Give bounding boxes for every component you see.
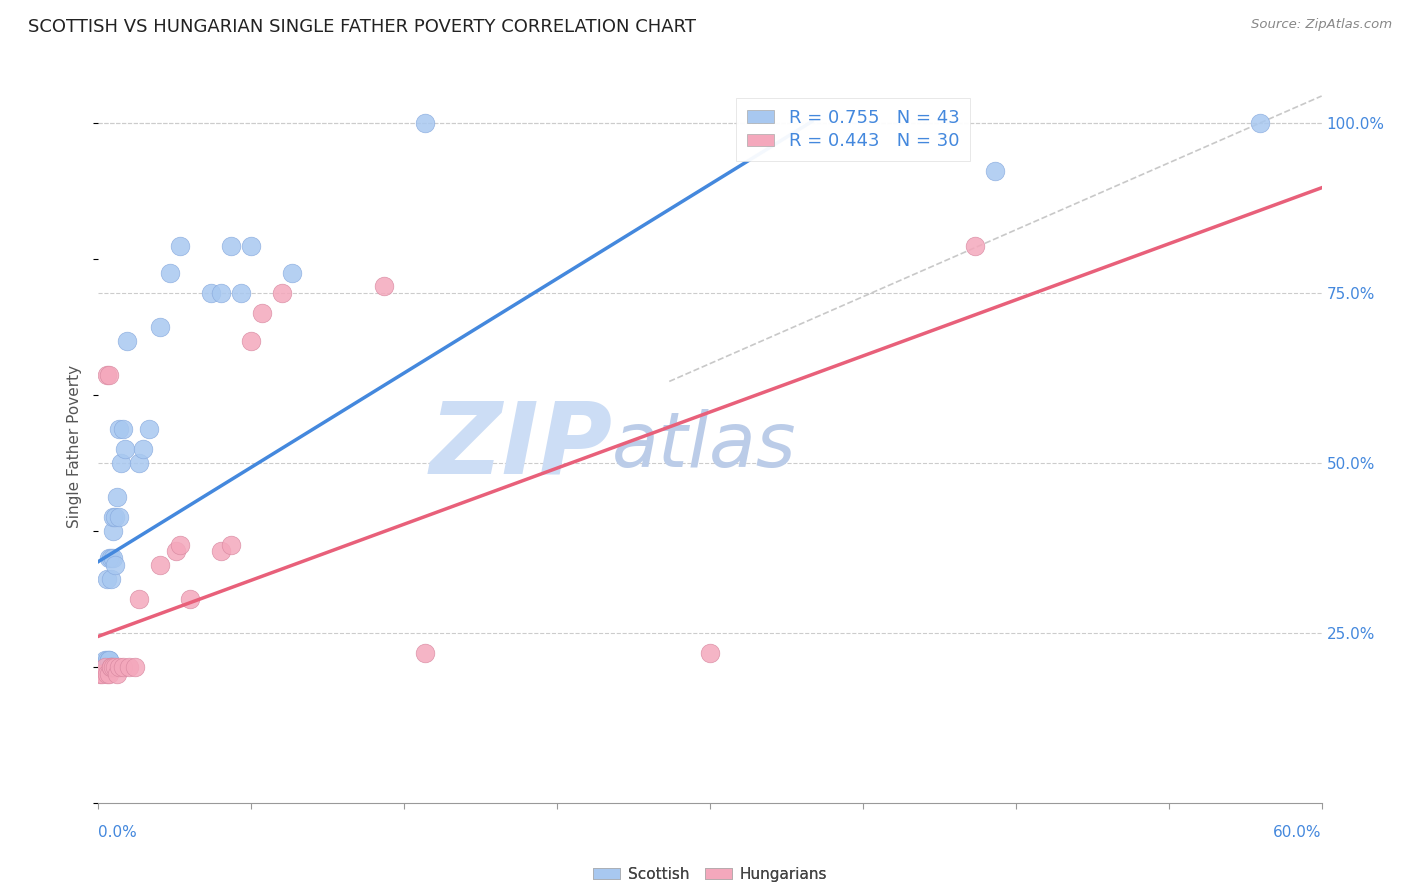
Point <box>96 660 118 674</box>
Point <box>91 660 114 674</box>
Point <box>149 558 172 572</box>
Point <box>1249 116 1271 130</box>
Point <box>240 238 263 252</box>
Point <box>93 660 115 674</box>
Point <box>118 660 141 674</box>
Point <box>97 653 120 667</box>
Point <box>97 660 120 674</box>
Point <box>91 660 114 674</box>
Point <box>96 572 118 586</box>
Point <box>89 666 111 681</box>
Point <box>91 666 114 681</box>
Point <box>114 442 136 457</box>
Point <box>100 572 122 586</box>
Text: ZIP: ZIP <box>429 398 612 494</box>
Point <box>111 422 134 436</box>
Point <box>100 660 122 674</box>
Point <box>209 544 232 558</box>
Text: SCOTTISH VS HUNGARIAN SINGLE FATHER POVERTY CORRELATION CHART: SCOTTISH VS HUNGARIAN SINGLE FATHER POVE… <box>28 18 696 36</box>
Point <box>108 422 131 436</box>
Point <box>96 368 118 382</box>
Point <box>169 238 191 252</box>
Point <box>97 653 120 667</box>
Point <box>413 116 436 130</box>
Point <box>100 551 122 566</box>
Text: Source: ZipAtlas.com: Source: ZipAtlas.com <box>1251 18 1392 31</box>
Point <box>413 646 436 660</box>
Point <box>281 266 304 280</box>
Point <box>128 591 150 606</box>
Point <box>169 537 191 551</box>
Point <box>100 660 122 674</box>
Point <box>104 510 127 524</box>
Point <box>105 490 128 504</box>
Text: 0.0%: 0.0% <box>98 825 138 840</box>
Point <box>699 646 721 660</box>
Point <box>165 544 187 558</box>
Point <box>104 660 127 674</box>
Point <box>101 524 124 538</box>
Point <box>219 238 242 252</box>
Point <box>110 456 132 470</box>
Point <box>200 286 222 301</box>
Point <box>93 660 115 674</box>
Text: 60.0%: 60.0% <box>1274 825 1322 840</box>
Point <box>124 660 146 674</box>
Y-axis label: Single Father Poverty: Single Father Poverty <box>67 365 83 527</box>
Point <box>93 653 115 667</box>
Point <box>138 422 160 436</box>
Point <box>219 537 242 551</box>
Point <box>101 660 124 674</box>
Point <box>115 334 138 348</box>
Point <box>984 163 1007 178</box>
Point <box>97 666 120 681</box>
Point <box>101 551 124 566</box>
Point <box>100 660 122 674</box>
Point <box>108 510 131 524</box>
Point <box>231 286 253 301</box>
Point <box>97 551 120 566</box>
Point <box>373 279 395 293</box>
Point <box>270 286 294 301</box>
Point <box>128 456 150 470</box>
Point <box>105 666 128 681</box>
Point <box>179 591 201 606</box>
Point <box>159 266 181 280</box>
Point <box>111 660 134 674</box>
Point <box>96 666 118 681</box>
Point <box>240 334 263 348</box>
Text: atlas: atlas <box>612 409 797 483</box>
Point <box>93 660 115 674</box>
Point <box>97 368 120 382</box>
Point <box>149 320 172 334</box>
Point <box>96 653 118 667</box>
Point <box>965 238 987 252</box>
Point <box>209 286 232 301</box>
Legend: Scottish, Hungarians: Scottish, Hungarians <box>586 861 834 888</box>
Point <box>101 510 124 524</box>
Point <box>104 558 127 572</box>
Point <box>89 660 111 674</box>
Point <box>250 306 273 320</box>
Point <box>132 442 155 457</box>
Point <box>108 660 131 674</box>
